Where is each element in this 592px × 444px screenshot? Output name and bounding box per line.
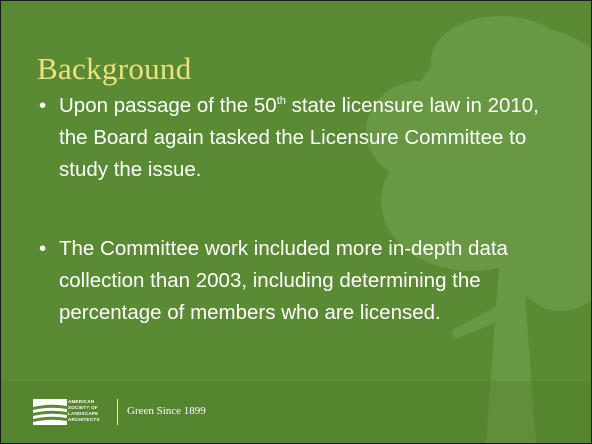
- divider: [117, 399, 118, 425]
- org-name: AMERICAN: [68, 399, 95, 404]
- bullet-text: state licensure law in 2010, the Board a…: [59, 94, 539, 181]
- org-name: ARCHITECTS: [68, 417, 100, 422]
- bullet: Upon passage of the 50th state licensure…: [39, 90, 569, 186]
- org-name: LANDSCAPE: [68, 411, 99, 416]
- bullet: The Committee work included more in-dept…: [39, 233, 569, 329]
- slide-title: Background: [37, 51, 192, 86]
- bullet-text: Upon passage of the 50: [59, 94, 277, 117]
- org-name: SOCIETY OF: [68, 405, 98, 410]
- bullet-text: The Committee work included more in-dept…: [59, 237, 508, 324]
- logo-mark: [33, 399, 67, 425]
- superscript: th: [276, 95, 286, 107]
- tagline: Green Since 1899: [127, 405, 206, 417]
